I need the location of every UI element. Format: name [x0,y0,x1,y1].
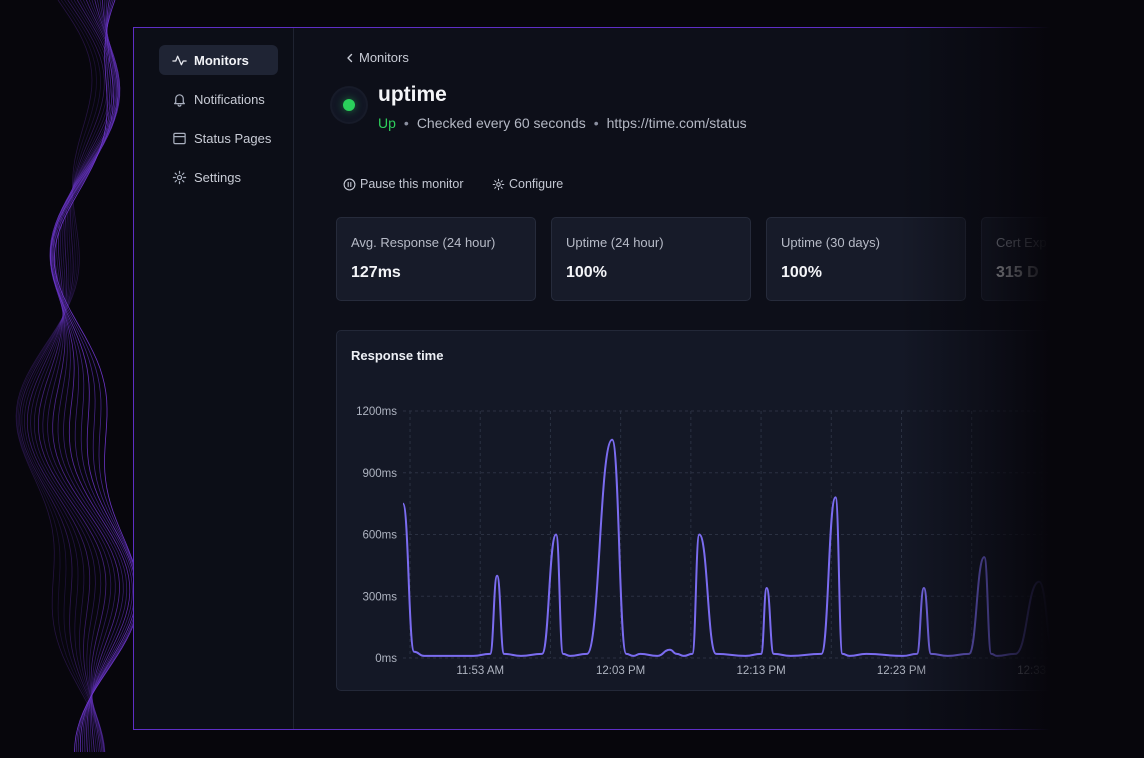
stat-label: Uptime (30 days) [781,235,880,250]
wave-line [33,0,118,753]
y-tick-label: 0ms [375,653,397,665]
configure-label: Configure [509,177,564,191]
activity-icon [172,53,187,68]
pause-monitor-button[interactable]: Pause this monitor [343,177,464,191]
sidebar: Monitors Notifications Status Pages Sett… [134,28,294,729]
wave-line [49,0,131,753]
y-tick-label: 1200ms [356,406,397,418]
monitor-url[interactable]: https://time.com/status [606,115,747,131]
wave-line [50,0,139,753]
monitor-meta: Up • Checked every 60 seconds • https://time… [378,115,747,131]
stat-value: 315 D [996,264,1039,281]
stat-card-uptime-24h: Uptime (24 hour) 100% [551,217,751,301]
back-link-label: Monitors [359,50,409,65]
monitor-detail-panel: Monitors uptime Up • Checked every 60 seco… [294,28,1144,729]
sidebar-item-label: Status Pages [194,130,272,146]
y-tick-label: 900ms [362,468,397,480]
chart-title: Response time [351,348,444,363]
wave-line [52,0,121,753]
status-text: Up [378,115,396,131]
sidebar-item-label: Notifications [194,91,265,107]
stat-label: Uptime (24 hour) [566,235,664,250]
response-time-chart-card: 1200ms 900ms 600ms 300ms 0ms 11:53 AM 12:03 PM… [336,330,1096,691]
sidebar-item-label: Settings [194,169,241,185]
monitor-name: uptime [378,83,447,106]
wave-line [50,0,137,753]
stat-value: 100% [566,264,607,281]
separator-dot: • [593,115,599,131]
separator-dot: • [403,115,409,131]
sidebar-item-status-pages[interactable]: Status Pages [159,123,278,153]
x-tick-label: 12:33 PM [1017,665,1066,677]
stat-value: 127ms [351,264,401,281]
configure-button[interactable]: Configure [492,177,563,191]
stat-label: Cert Exp [996,235,1047,250]
pause-monitor-label: Pause this monitor [360,177,464,191]
wave-line [15,0,103,753]
stat-label: Avg. Response (24 hour) [351,235,496,250]
wave-line [53,0,140,753]
sidebar-item-label: Monitors [194,52,249,68]
sidebar-item-monitors[interactable]: Monitors [159,45,278,75]
wave-line [42,0,120,753]
x-tick-label: 12:23 PM [877,665,926,677]
app-window: Monitors Notifications Status Pages Sett… [133,27,1144,730]
stat-card-avg-response: Avg. Response (24 hour) 127ms [336,217,536,301]
back-to-monitors-link[interactable]: Monitors [345,50,409,65]
x-tick-label: 11:53 AM [456,665,504,677]
sidebar-item-settings[interactable]: Settings [159,162,278,192]
response-time-chart: 1200ms 900ms 600ms 300ms 0ms 11:53 AM 12:03 PM… [356,406,1078,677]
stat-value: 100% [781,264,822,281]
y-tick-label: 600ms [362,530,397,542]
chevron-left-icon [347,53,353,62]
check-interval: Checked every 60 seconds [416,115,586,131]
gear-icon [492,178,505,190]
bell-icon [172,92,187,107]
x-tick-label: 12:13 PM [736,665,785,677]
stat-card-cert-expiry: Cert Exp 315 D [981,217,1144,301]
y-tick-label: 300ms [362,591,397,603]
gear-icon [172,170,187,185]
x-tick-label: 12:03 PM [596,665,645,677]
status-dot-icon [343,99,355,111]
pause-icon [343,178,356,190]
sidebar-item-notifications[interactable]: Notifications [159,84,278,114]
response-time-series-line [402,438,1078,657]
status-indicator [332,88,366,122]
stat-card-uptime-30d: Uptime (30 days) 100% [766,217,966,301]
browser-window-icon [172,131,187,146]
